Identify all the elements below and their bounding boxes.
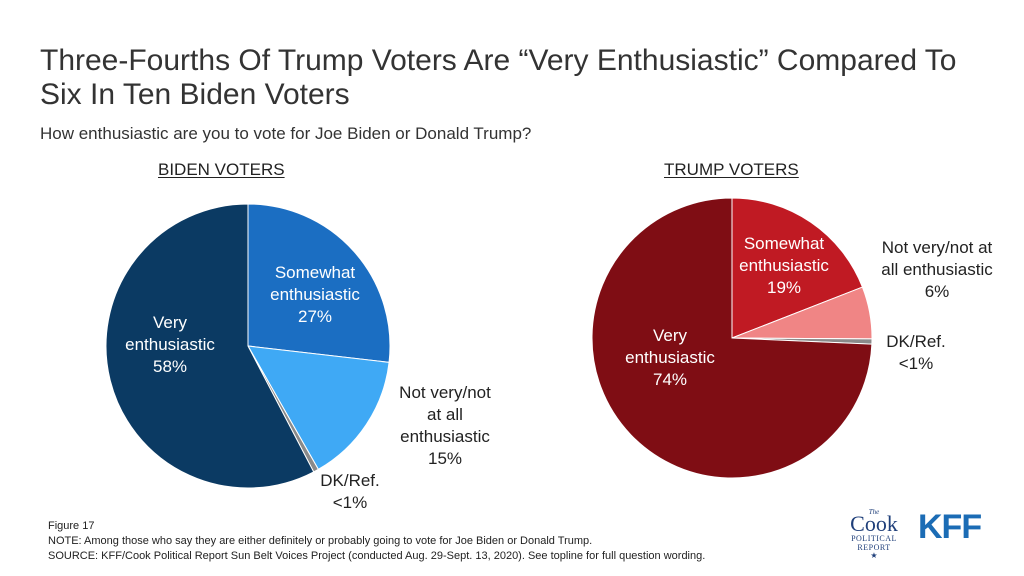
biden-label-not-very: Not very/not at all enthusiastic 15% xyxy=(380,382,510,470)
slice-label-line: Not very/not at xyxy=(881,238,993,257)
slice-label-line: <1% xyxy=(332,493,368,512)
slice-label-line: DK/Ref. xyxy=(886,332,946,351)
slice-label-line: Somewhat xyxy=(274,263,356,282)
page-subtitle: How enthusiastic are you to vote for Joe… xyxy=(40,124,532,143)
slice-label-line: 27% xyxy=(297,307,333,326)
biden-slice-somewhat-enthusiastic xyxy=(247,203,391,363)
slice-label-line: enthusiastic xyxy=(400,427,490,446)
slice-label-line: 15% xyxy=(427,449,463,468)
trump-label-dk: DK/Ref. <1% xyxy=(876,331,956,375)
biden-chart-title: BIDEN VOTERS xyxy=(158,160,285,179)
biden-label-very: Very enthusiastic 58% xyxy=(100,312,240,378)
star-icon: ★ xyxy=(870,551,878,560)
slice-label-line: 58% xyxy=(152,357,188,376)
slice-label-line: Not very/not xyxy=(399,383,491,402)
slice-label-line: enthusiastic xyxy=(739,256,829,275)
slice-label-line: 6% xyxy=(924,282,950,301)
slice-label-line: 74% xyxy=(652,370,688,389)
trump-label-very: Very enthusiastic 74% xyxy=(600,325,740,391)
slice-label-line: at all xyxy=(427,405,463,424)
figure-number: Figure 17 xyxy=(48,520,95,532)
biden-label-dk: DK/Ref. <1% xyxy=(310,470,390,514)
footer-note: NOTE: Among those who say they are eithe… xyxy=(48,535,593,547)
biden-slice-very-enthusiastic xyxy=(105,203,315,489)
trump-slice-somewhat-enthusiastic xyxy=(731,197,864,339)
biden-slice-not-very-not-at-all-enthusiastic xyxy=(247,345,390,471)
kff-logo: KFF xyxy=(918,508,982,546)
footer-source: SOURCE: KFF/Cook Political Report Sun Be… xyxy=(48,550,706,562)
slice-label-line: 19% xyxy=(766,278,802,297)
slice-label-line: Very xyxy=(152,313,188,332)
slice-label-line: Somewhat xyxy=(743,234,825,253)
slice-label-line: enthusiastic xyxy=(270,285,360,304)
slice-label-line: <1% xyxy=(898,354,934,373)
slice-label-line: enthusiastic xyxy=(125,335,215,354)
page-title: Three-Fourths Of Trump Voters Are “Very … xyxy=(40,44,957,111)
biden-label-somewhat: Somewhat enthusiastic 27% xyxy=(250,262,380,328)
trump-label-not-very: Not very/not at all enthusiastic 6% xyxy=(866,237,1008,303)
slice-label-line: all enthusiastic xyxy=(881,260,993,279)
trump-label-somewhat: Somewhat enthusiastic 19% xyxy=(724,233,844,299)
slice-label-line: Very xyxy=(652,326,688,345)
footer: Figure 17 NOTE: Among those who say they… xyxy=(48,519,705,564)
slice-label-line: DK/Ref. xyxy=(320,471,380,490)
cook-political-report-logo: The Cook POLITICAL REPORT ★ xyxy=(842,508,906,560)
slice-label-line: enthusiastic xyxy=(625,348,715,367)
trump-chart-title: TRUMP VOTERS xyxy=(664,160,799,179)
trump-slice-very-enthusiastic xyxy=(591,197,873,479)
